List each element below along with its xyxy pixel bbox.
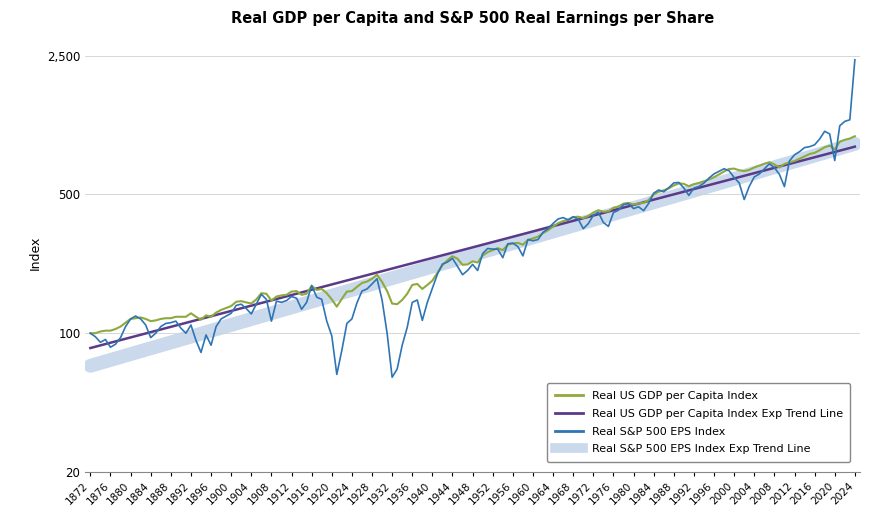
Y-axis label: Index: Index bbox=[29, 236, 42, 270]
Title: Real GDP per Capita and S&P 500 Real Earnings per Share: Real GDP per Capita and S&P 500 Real Ear… bbox=[231, 11, 714, 26]
Legend: Real US GDP per Capita Index, Real US GDP per Capita Index Exp Trend Line, Real : Real US GDP per Capita Index, Real US GD… bbox=[547, 383, 850, 462]
